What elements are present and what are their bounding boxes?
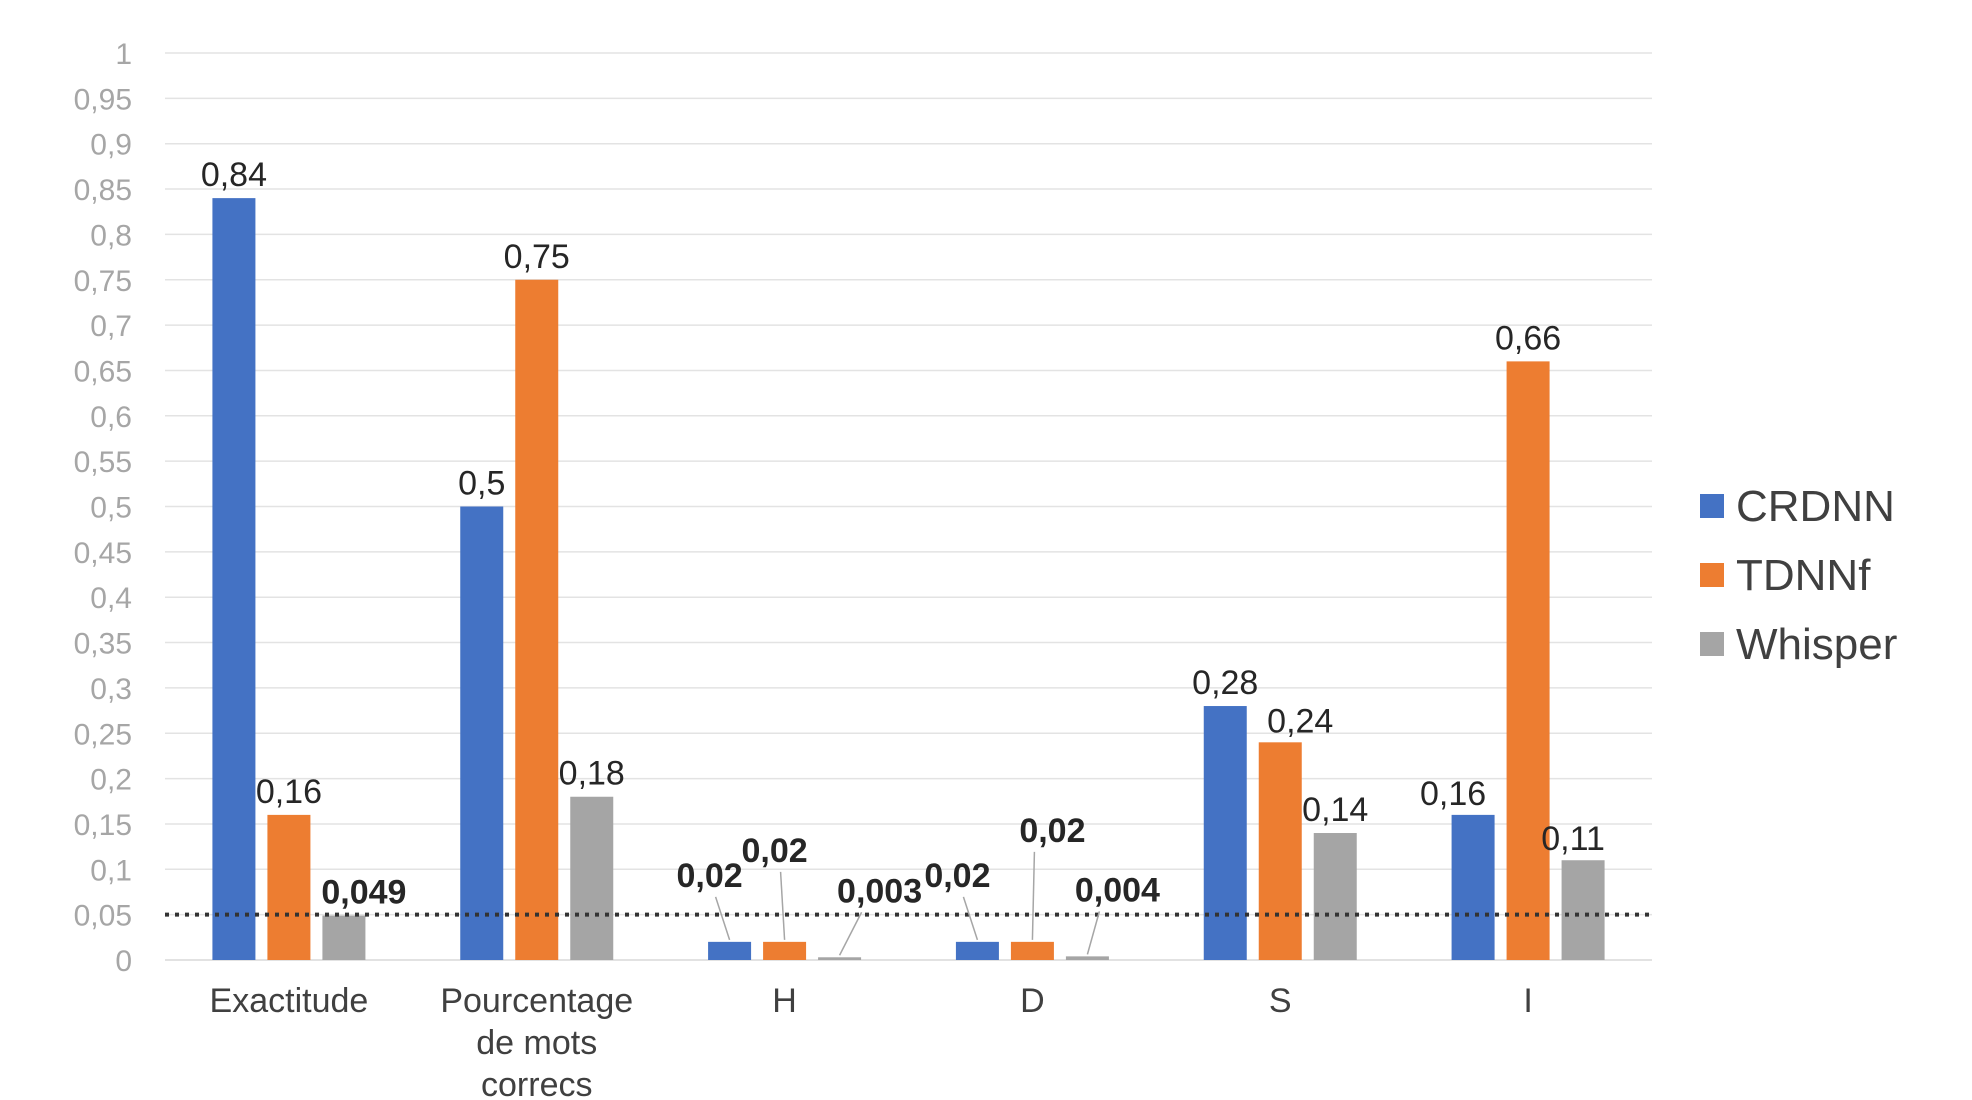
data-label: 0,84 <box>201 156 267 194</box>
y-tick-label: 0,1 <box>90 854 132 887</box>
legend: CRDNN TDNNf Whisper <box>1700 482 1897 669</box>
y-tick-label: 0 <box>115 945 132 978</box>
bar-crdnn <box>1203 706 1247 960</box>
data-label: 0,049 <box>321 874 406 912</box>
data-label: 0,02 <box>741 832 807 870</box>
y-tick-label: 0,25 <box>74 718 132 751</box>
x-tick-label: S <box>1269 982 1292 1020</box>
y-tick-label: 0,3 <box>90 673 132 706</box>
data-labels: 0,840,50,02 0,020,280,160,160,750,020,020… <box>201 156 1605 911</box>
data-label: 0,24 <box>1267 702 1333 740</box>
y-tick-label: 0,95 <box>74 83 132 116</box>
data-label: 0,16 <box>256 773 322 811</box>
bar-tdnnf <box>1258 742 1302 960</box>
y-tick-label: 0,05 <box>74 900 132 933</box>
data-label: 0,02 <box>1019 812 1085 850</box>
bar-crdnn <box>460 506 504 960</box>
data-label: 0,02 <box>924 857 990 895</box>
bar-whisper <box>1561 860 1605 960</box>
y-tick-label: 0,6 <box>90 401 132 434</box>
leader-line <box>1086 911 1101 955</box>
bar-whisper <box>1065 956 1109 960</box>
x-tick-label: D <box>1020 982 1045 1020</box>
legend-swatch-crdnn <box>1700 494 1724 518</box>
data-label: 0,18 <box>559 755 625 793</box>
bar-crdnn <box>955 941 999 960</box>
leader-line <box>962 896 979 941</box>
bar-tdnnf <box>1506 361 1550 960</box>
data-label: 0,66 <box>1495 319 1561 357</box>
data-label: 0,16 <box>1420 775 1486 813</box>
y-tick-label: 0,45 <box>74 537 132 570</box>
bar-crdnn <box>212 198 256 960</box>
bar-tdnnf <box>267 814 311 960</box>
y-tick-label: 0,2 <box>90 764 132 797</box>
bar-whisper <box>818 957 862 960</box>
y-tick-label: 0,85 <box>74 174 132 207</box>
y-tick-label: 0,4 <box>90 582 132 615</box>
label-leader-lines <box>714 851 1101 956</box>
legend-label: Whisper <box>1736 620 1897 669</box>
data-label: 0,11 <box>1541 820 1605 858</box>
data-label: 0,14 <box>1302 791 1368 829</box>
bar-tdnnf <box>515 279 559 960</box>
legend-label: CRDNN <box>1736 482 1895 531</box>
data-label: 0,004 <box>1075 871 1160 909</box>
y-tick-label: 0,55 <box>74 446 132 479</box>
grid-lines <box>165 52 1652 961</box>
bar-crdnn <box>1451 814 1495 960</box>
y-tick-label: 0,75 <box>74 265 132 298</box>
x-tick-label: de mots <box>476 1024 597 1062</box>
y-tick-label: 0,35 <box>74 628 132 661</box>
y-tick-label: 0,7 <box>90 310 132 343</box>
x-tick-label: I <box>1523 982 1532 1020</box>
y-tick-label: 0,5 <box>90 492 132 525</box>
leader-line <box>1031 851 1036 940</box>
x-axis: Exactitude Pourcentage de mots correcs H D S I <box>210 982 1533 1100</box>
data-label: 0,75 <box>504 238 570 276</box>
x-tick-label: correcs <box>481 1066 592 1100</box>
bar-whisper <box>1313 833 1357 960</box>
y-tick-label: 0,65 <box>74 355 132 388</box>
legend-swatch-tdnnf <box>1700 563 1724 587</box>
leader-line <box>779 871 786 940</box>
y-tick-label: 1 <box>115 38 132 71</box>
data-label: 0,5 <box>458 465 505 503</box>
bar-whisper <box>322 915 366 960</box>
y-tick-label: 0,8 <box>90 219 132 252</box>
bar-whisper <box>570 796 614 960</box>
x-tick-label: H <box>772 982 797 1020</box>
data-label: 0,28 <box>1192 664 1258 702</box>
legend-label: TDNNf <box>1736 551 1871 600</box>
data-label: 0,003 <box>837 872 922 910</box>
bar-tdnnf <box>763 941 807 960</box>
y-tick-label: 0,9 <box>90 129 132 162</box>
bar-tdnnf <box>1010 941 1054 960</box>
y-tick-label: 0,15 <box>74 809 132 842</box>
x-tick-label: Exactitude <box>210 982 369 1020</box>
data-label: 0,02 <box>676 857 742 895</box>
bar-crdnn <box>708 941 752 960</box>
leader-line <box>714 896 731 941</box>
x-tick-label: Pourcentage <box>440 982 633 1020</box>
leader-line <box>838 911 863 956</box>
bars <box>212 198 1605 960</box>
legend-swatch-whisper <box>1700 632 1724 656</box>
y-axis: 0 0,05 0,1 0,15 0,2 0,25 0,3 0,35 0,4 0,45 0,5 0,55… <box>74 38 132 978</box>
